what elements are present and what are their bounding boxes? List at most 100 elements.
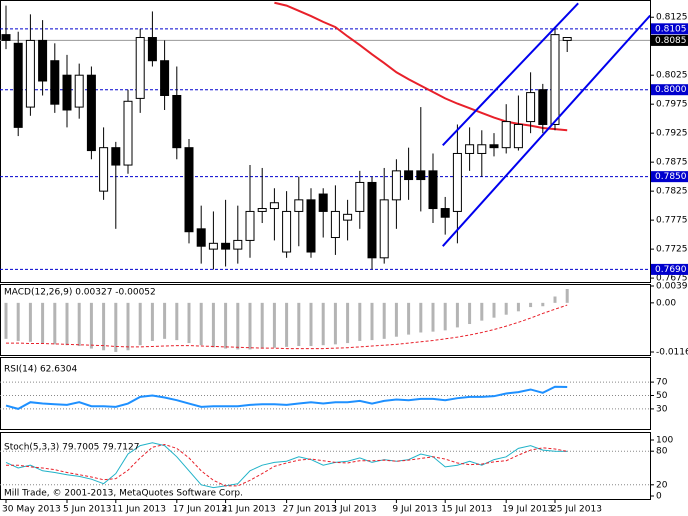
histogram-bar <box>468 302 472 325</box>
main-plot <box>0 1 650 270</box>
histogram-bar <box>504 302 508 315</box>
panel-title: MACD(12,26,9) 0.00327 -0.00052 <box>4 288 156 298</box>
y-tick-label: 0.7725 <box>656 245 688 255</box>
candle-body <box>562 37 572 41</box>
histogram-bar <box>16 302 20 341</box>
indicator-line <box>5 385 568 410</box>
candle-body <box>550 34 560 125</box>
y-tick-label: 0.7975 <box>656 100 688 110</box>
candle-body <box>50 60 60 105</box>
indicator-line <box>5 442 568 489</box>
candle-body <box>233 239 243 250</box>
histogram-bar <box>114 302 118 352</box>
histogram-bar <box>53 302 57 345</box>
candle-body <box>404 170 414 181</box>
candle-body <box>123 100 133 166</box>
histogram-bar <box>260 302 264 349</box>
candle-body <box>501 121 511 149</box>
candle-body <box>111 147 121 166</box>
candle-body <box>1 34 11 41</box>
candle-body <box>135 37 145 99</box>
histogram-bar <box>89 302 93 349</box>
histogram-bar <box>480 302 484 321</box>
y-tick-label: 30 <box>656 404 668 414</box>
candle-body <box>257 208 267 212</box>
histogram-bar <box>77 302 81 347</box>
y-tick-label: 0.8125 <box>656 13 688 23</box>
histogram-bar <box>175 302 179 341</box>
x-tick-label: 3 Jul 2013 <box>331 505 376 515</box>
candle-body <box>160 60 170 96</box>
axes: 0.8125 0.8025 0.7975 0.7925 0.7875 0.7825 0.77… <box>2 13 688 515</box>
histogram-bar <box>346 302 350 344</box>
candle-body <box>526 92 536 123</box>
x-tick-label: 15 Jul 2013 <box>441 505 492 515</box>
candle-body <box>74 74 84 108</box>
current-price-box <box>651 34 688 46</box>
histogram-bar <box>516 302 520 312</box>
histogram-bar <box>565 289 569 303</box>
stoch-plot <box>0 442 650 489</box>
candle-body <box>147 37 157 62</box>
candle-body <box>477 144 487 154</box>
candle-body <box>416 170 426 181</box>
histogram-bar <box>138 302 142 346</box>
histogram-bar <box>529 302 533 308</box>
level-box <box>651 23 688 35</box>
candle-body <box>196 228 206 247</box>
histogram-bar <box>102 302 106 351</box>
histogram-bar <box>248 302 252 350</box>
candle-body <box>465 144 475 154</box>
panel-title: RSI(14) 62.6304 <box>4 365 77 375</box>
panel-title: Stoch(5,3,3) 79.7005 79.7127 <box>4 443 139 453</box>
rsi-panel <box>0 357 651 430</box>
y-tick-label: 70 <box>656 378 668 388</box>
y-tick-label: 80 <box>656 447 668 457</box>
y-tick-label: 0.8025 <box>656 71 688 81</box>
x-tick-label: 17 Jun 2013 <box>173 505 227 515</box>
level-box <box>651 263 688 275</box>
candle-body <box>440 208 450 218</box>
candle-body <box>86 74 96 152</box>
candle-body <box>184 147 194 233</box>
histogram-bar <box>28 302 32 342</box>
histogram-bar <box>358 302 362 341</box>
histogram-bar <box>492 302 496 318</box>
candle-body <box>513 123 523 149</box>
histogram-bar <box>163 302 167 339</box>
histogram-bar <box>272 302 276 348</box>
histogram-bar <box>285 302 289 347</box>
candle-body <box>282 210 292 253</box>
main-panel <box>0 0 651 283</box>
histogram-bar <box>419 302 423 333</box>
histogram-bar <box>321 302 325 346</box>
y-tick-label: -0.01161 <box>656 348 688 358</box>
x-tick-label: 11 Jun 2013 <box>112 505 166 515</box>
x-tick-label: 30 May 2013 <box>2 505 61 515</box>
level-label: 0.7850 <box>655 172 687 182</box>
macd-panel <box>0 284 651 356</box>
histogram-bar <box>541 302 545 307</box>
candle-body <box>489 144 499 149</box>
candle-body <box>355 181 365 212</box>
level-label: 0.8000 <box>655 85 687 95</box>
y-tick-label: 0.00 <box>656 298 676 308</box>
x-tick-label: 27 Jun 2013 <box>283 505 337 515</box>
histogram-bar <box>443 302 447 331</box>
histogram-bar <box>370 302 374 341</box>
candle-body <box>245 210 255 241</box>
y-tick-label: 0.7875 <box>656 158 688 168</box>
stoch-panel <box>0 432 651 500</box>
x-tick-label: 19 Jul 2013 <box>502 505 553 515</box>
level-box <box>651 84 688 96</box>
histogram-bar <box>236 302 240 350</box>
candle-body <box>269 202 279 210</box>
trendline <box>442 14 650 247</box>
histogram-bar <box>394 302 398 337</box>
x-tick-label: 5 Jun 2013 <box>63 505 111 515</box>
x-tick-label: 25 Jul 2013 <box>551 505 602 515</box>
indicator-line <box>6 443 568 487</box>
candle-body <box>343 213 353 221</box>
histogram-bar <box>382 302 386 339</box>
